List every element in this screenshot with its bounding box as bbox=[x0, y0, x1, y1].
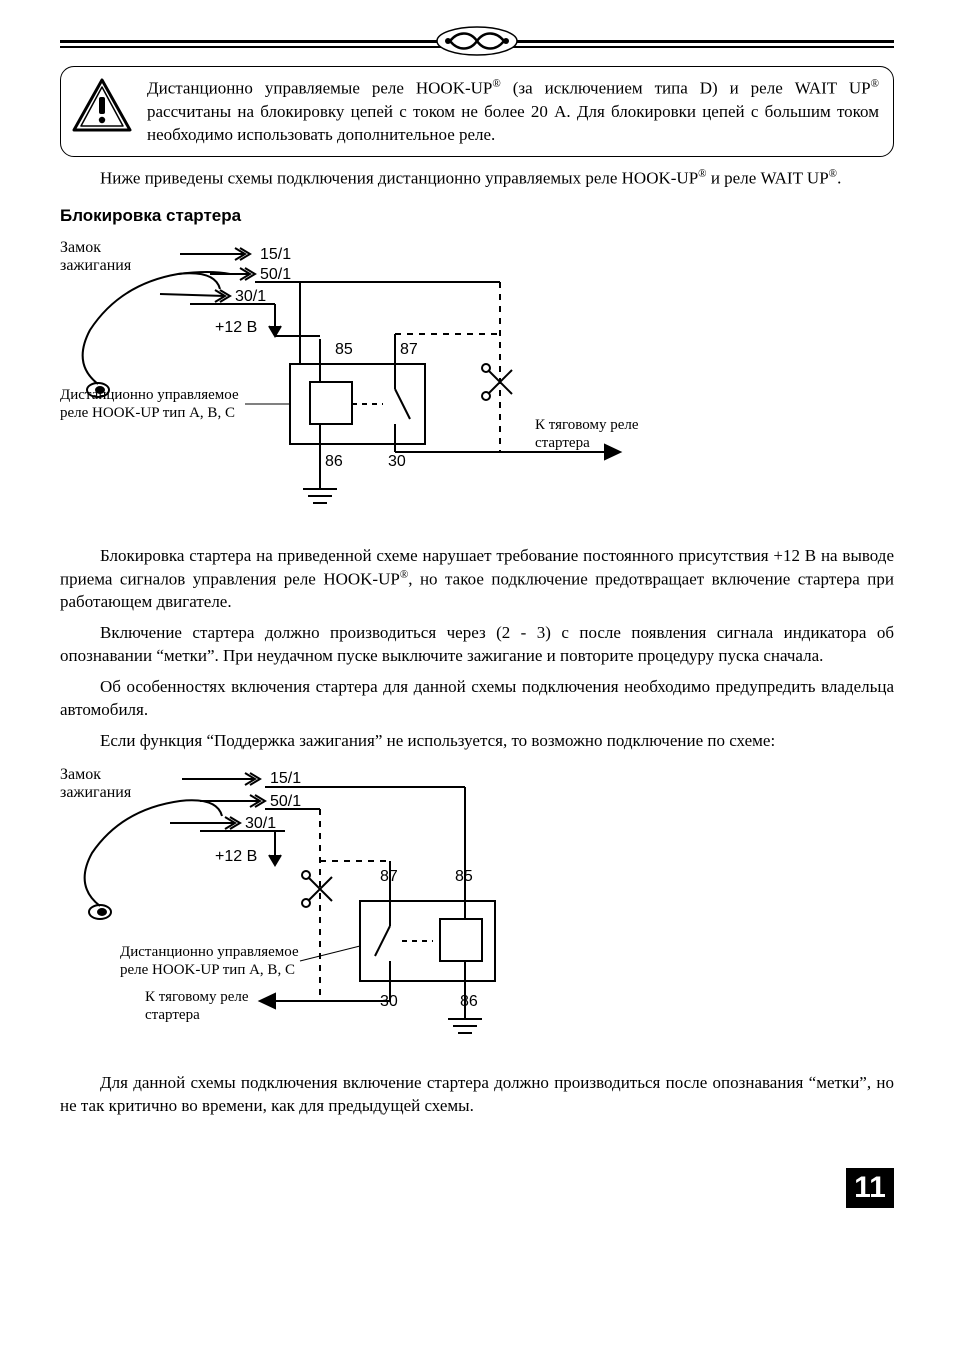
header-rule bbox=[60, 40, 894, 48]
svg-text:50/1: 50/1 bbox=[260, 266, 291, 283]
warning-box: Дистанционно управляемые реле HOOK-UP® (… bbox=[60, 66, 894, 157]
svg-text:30/1: 30/1 bbox=[245, 815, 276, 832]
svg-text:стартера: стартера bbox=[145, 1007, 200, 1023]
svg-text:85: 85 bbox=[335, 341, 353, 358]
warning-text: Дистанционно управляемые реле HOOK-UP® (… bbox=[147, 77, 879, 146]
paragraph-4: Об особенностях включения стартера для д… bbox=[60, 676, 894, 722]
svg-text:Замок: Замок bbox=[60, 766, 101, 783]
svg-text:реле HOOK-UP тип A, B, C: реле HOOK-UP тип A, B, C bbox=[120, 962, 295, 978]
emblem-icon bbox=[432, 24, 522, 58]
svg-text:стартера: стартера bbox=[535, 435, 590, 451]
svg-text:+12 В: +12 В bbox=[215, 848, 257, 865]
svg-text:Дистанционно управляемое: Дистанционно управляемое bbox=[60, 387, 239, 403]
svg-text:К тяговому реле: К тяговому реле bbox=[535, 417, 639, 433]
svg-text:реле HOOK-UP тип A, B, C: реле HOOK-UP тип A, B, C bbox=[60, 405, 235, 421]
svg-text:85: 85 bbox=[455, 868, 473, 885]
svg-text:Замок: Замок bbox=[60, 239, 101, 256]
paragraph-5: Если функция “Поддержка зажигания” не ис… bbox=[60, 730, 894, 753]
svg-text:86: 86 bbox=[325, 453, 343, 470]
svg-text:15/1: 15/1 bbox=[270, 770, 301, 787]
svg-text:+12 В: +12 В bbox=[215, 319, 257, 336]
svg-text:87: 87 bbox=[400, 341, 418, 358]
svg-text:15/1: 15/1 bbox=[260, 246, 291, 263]
svg-text:Дистанционно управляемое: Дистанционно управляемое bbox=[120, 944, 299, 960]
warning-icon bbox=[71, 77, 133, 142]
svg-text:50/1: 50/1 bbox=[270, 793, 301, 810]
svg-text:зажигания: зажигания bbox=[60, 784, 132, 801]
paragraph-2: Блокировка стартера на приведенной схеме… bbox=[60, 545, 894, 614]
diagram-starter-block-2: Замок зажигания 15/1 50/1 bbox=[60, 761, 894, 1058]
diagram-starter-block-1: Замок зажигания 15/1 50/1 bbox=[60, 234, 894, 531]
page-number: 11 bbox=[60, 1168, 894, 1208]
svg-text:86: 86 bbox=[460, 993, 478, 1010]
svg-text:87: 87 bbox=[380, 868, 398, 885]
svg-text:зажигания: зажигания bbox=[60, 257, 132, 274]
svg-text:30: 30 bbox=[388, 453, 406, 470]
svg-text:30/1: 30/1 bbox=[235, 288, 266, 305]
section-heading-starter: Блокировка стартера bbox=[60, 205, 894, 228]
paragraph-intro: Ниже приведены схемы подключения дистанц… bbox=[60, 167, 894, 191]
paragraph-6: Для данной схемы подключения включение с… bbox=[60, 1072, 894, 1118]
paragraph-3: Включение стартера должно производиться … bbox=[60, 622, 894, 668]
svg-text:К тяговому реле: К тяговому реле bbox=[145, 989, 249, 1005]
